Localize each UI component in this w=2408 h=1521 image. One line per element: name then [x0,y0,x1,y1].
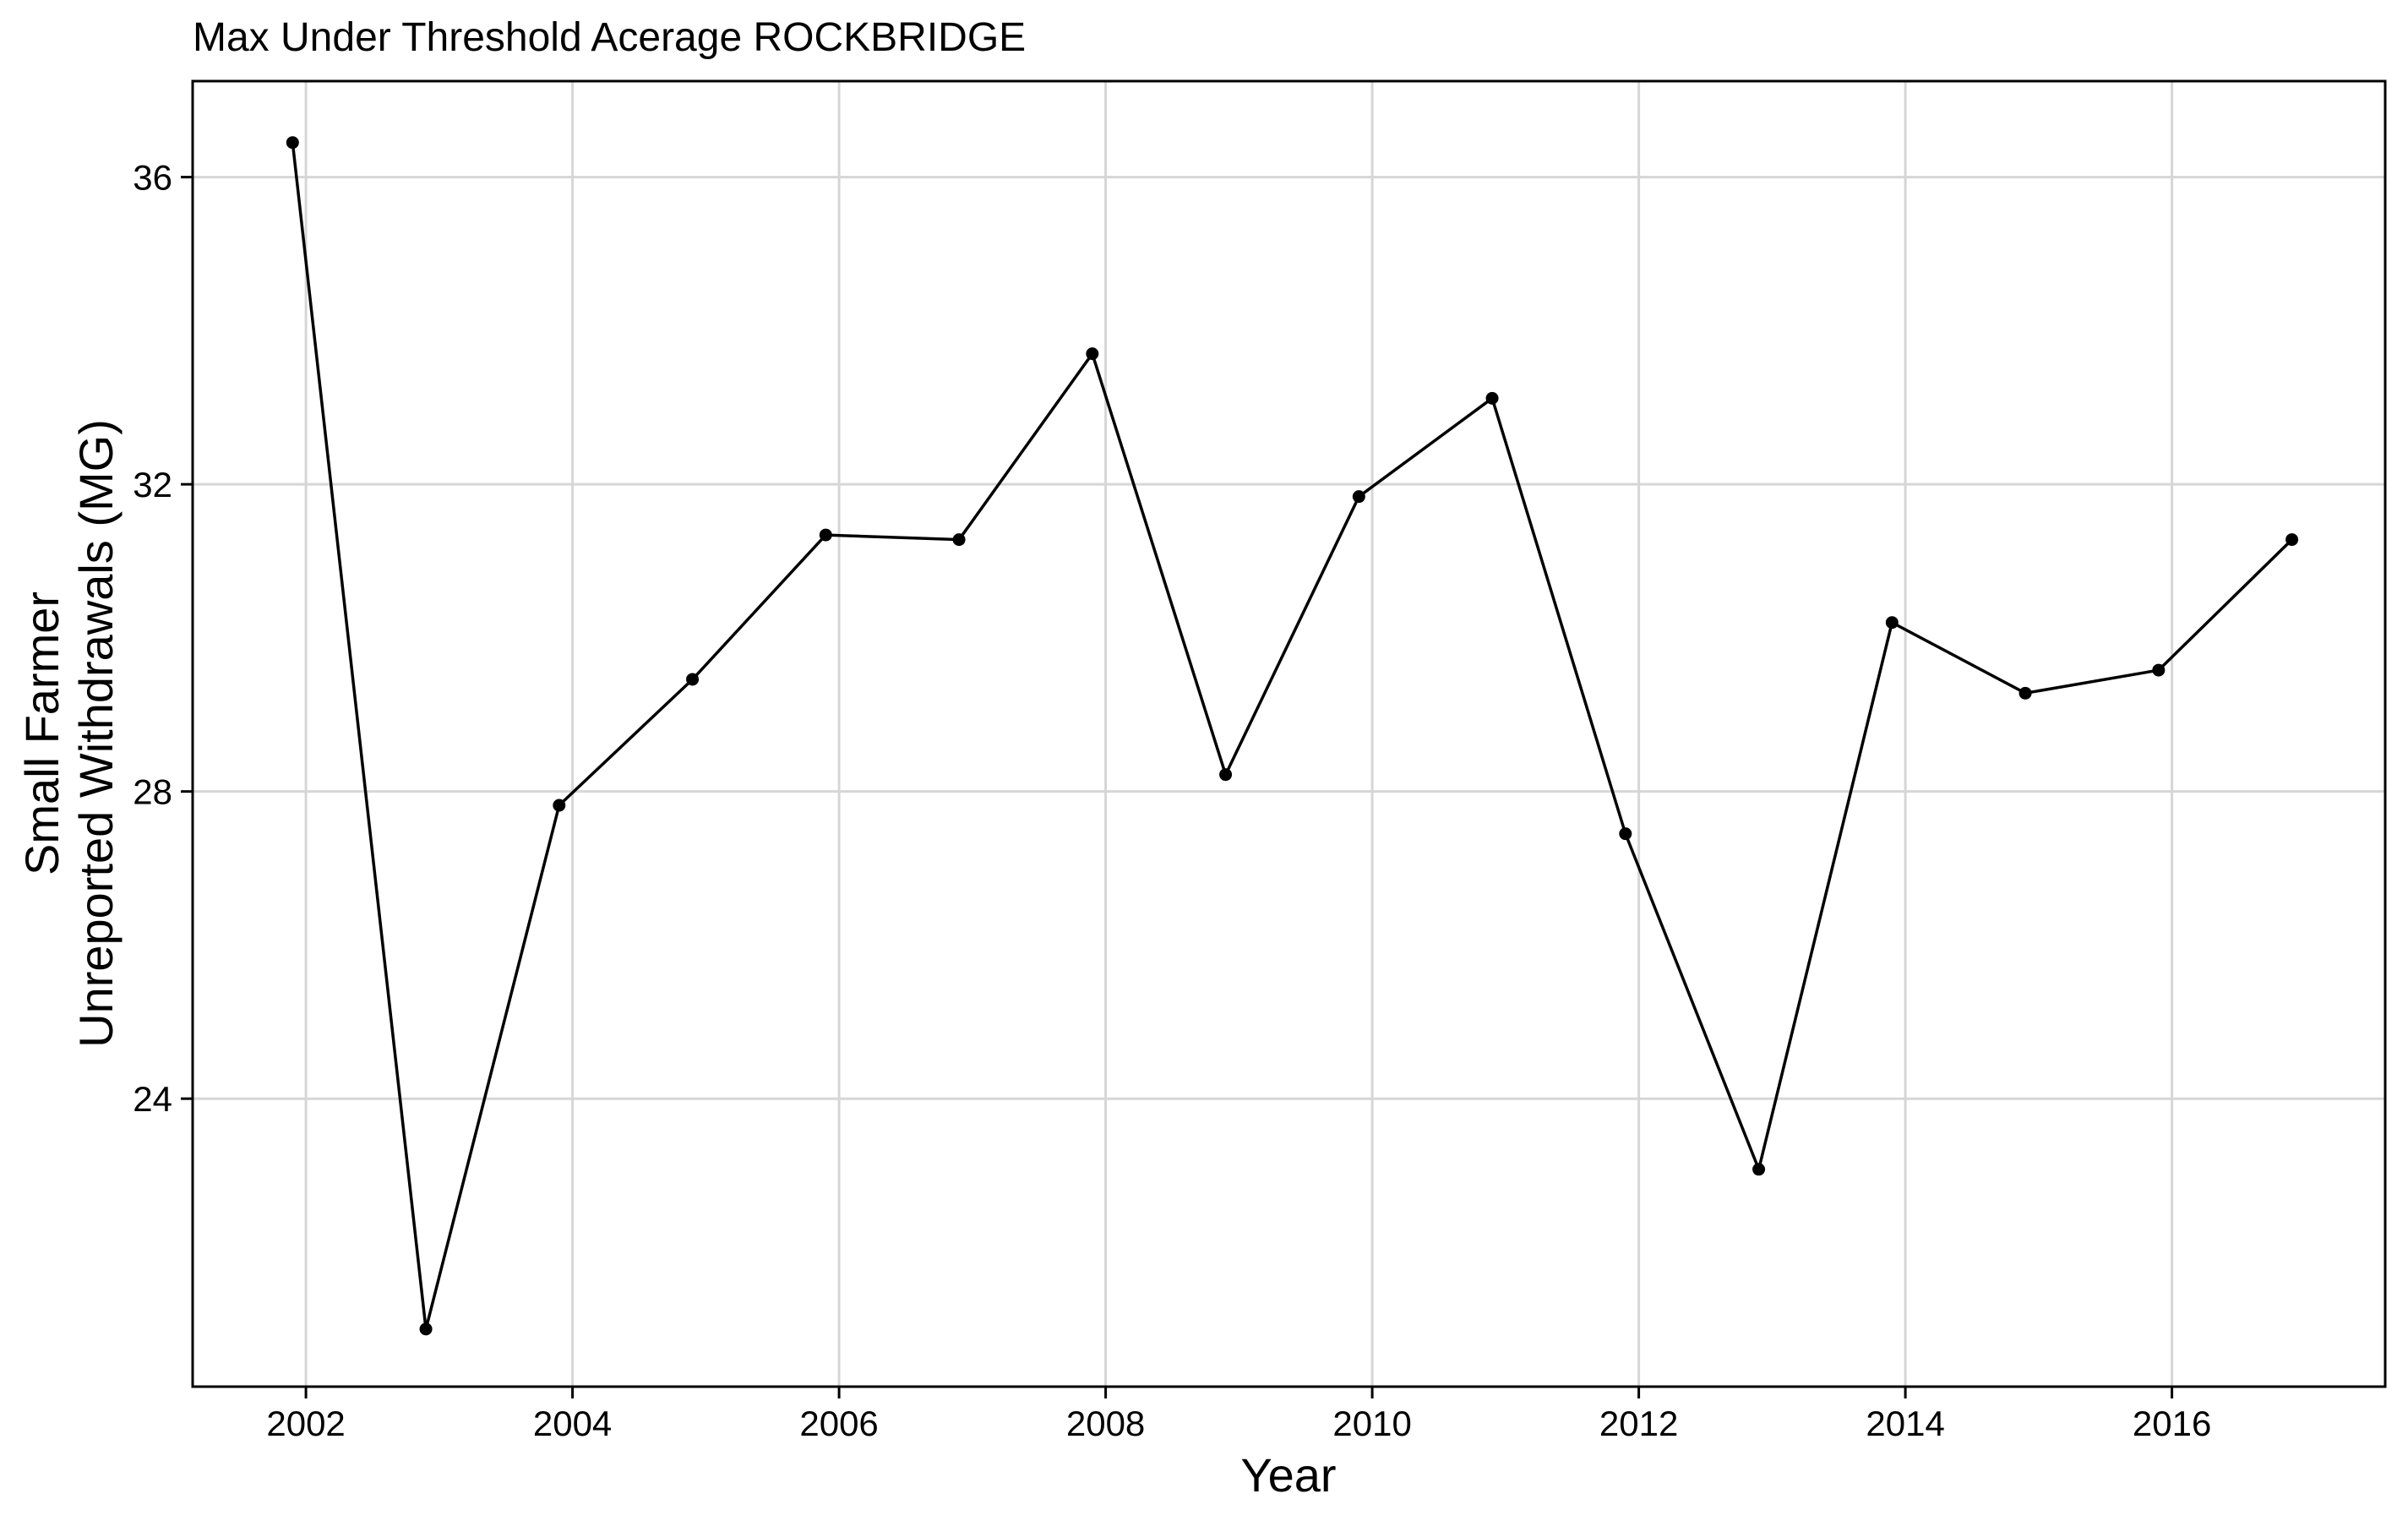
plot-panel-border [191,79,2387,1388]
x-tick-label: 2002 [266,1404,345,1443]
x-tick-label: 2012 [1599,1404,1678,1443]
x-tick-label: 2008 [1066,1404,1145,1443]
data-point [419,1322,433,1336]
y-tick-label: 36 [133,158,172,198]
series-line [291,142,2293,1330]
data-point [1352,490,1365,504]
data-point [1219,768,1233,782]
series-group [286,136,2299,1336]
data-point [1086,347,1099,361]
data-point [2152,663,2166,677]
data-point [2285,533,2299,547]
y-axis-title-line-1: Small Farmer [15,592,68,875]
x-tick-label: 2014 [1866,1404,1944,1443]
x-tick-label: 2006 [799,1404,878,1443]
gridlines [193,81,2385,1387]
y-tick-label: 24 [133,1079,172,1119]
y-tick-label: 32 [133,465,172,504]
data-point [1619,827,1632,841]
data-point [819,528,832,542]
data-point [1752,1163,1766,1176]
x-tick-label: 2004 [533,1404,612,1443]
chart-title: Max Under Threshold Acerage ROCKBRIDGE [193,15,1026,60]
x-tick-label: 2010 [1332,1404,1411,1443]
y-axis: 24 28 32 36 [133,158,193,1119]
data-point [286,136,299,150]
data-point [686,673,700,686]
data-point [2018,686,2032,700]
data-point [553,799,566,812]
y-axis-title-line-2: Unreported Withdrawals (MG) [69,419,123,1048]
y-axis-title: Small Farmer Unreported Withdrawals (MG) [15,419,123,1048]
x-axis-title: Year [1240,1448,1336,1502]
data-point [952,533,966,547]
x-tick-label: 2016 [2133,1404,2211,1443]
data-point [1885,616,1899,630]
data-point [1485,391,1499,405]
y-tick-label: 28 [133,772,172,812]
x-axis: 2002 2004 2006 2008 2010 2012 2014 2016 [266,1387,2211,1443]
